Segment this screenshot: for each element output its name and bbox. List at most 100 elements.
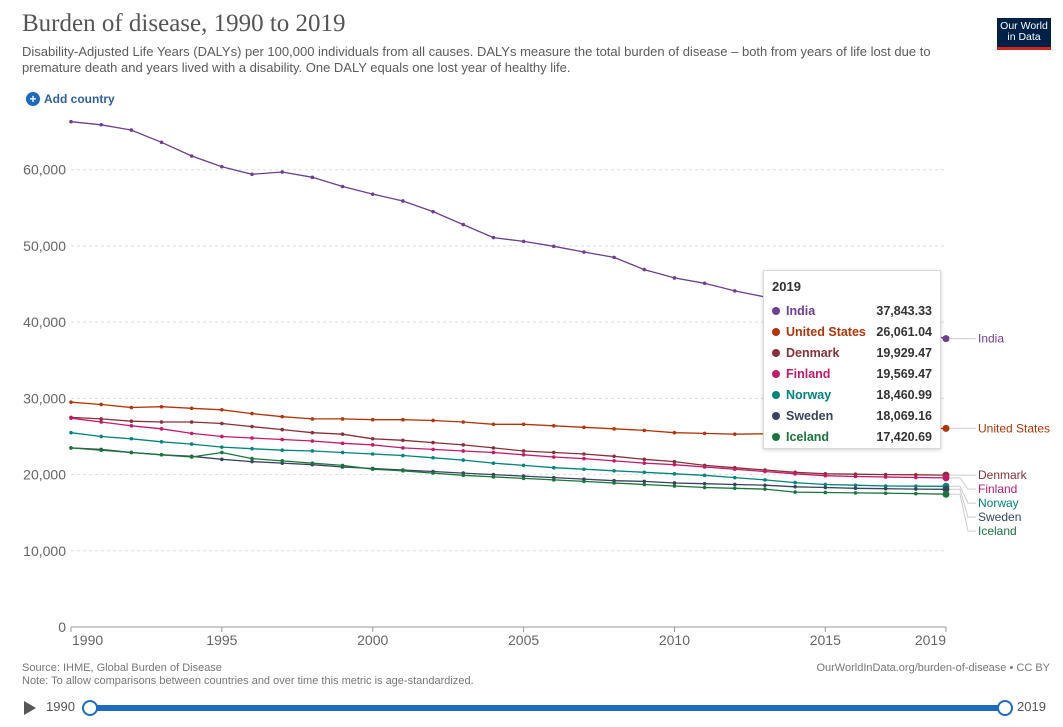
data-point bbox=[672, 481, 677, 485]
y-tick-label: 30,000 bbox=[23, 390, 66, 406]
end-label: Denmark bbox=[978, 468, 1028, 482]
data-point bbox=[370, 443, 375, 447]
data-point bbox=[521, 463, 526, 468]
data-point bbox=[189, 442, 194, 446]
plus-circle-icon: + bbox=[26, 92, 40, 106]
tooltip-value: 17,420.69 bbox=[876, 429, 932, 444]
play-icon[interactable] bbox=[24, 701, 36, 715]
data-point bbox=[491, 475, 496, 479]
data-point bbox=[582, 456, 586, 461]
data-point bbox=[942, 474, 950, 482]
data-point bbox=[914, 475, 918, 480]
data-point bbox=[642, 428, 647, 433]
tooltip-row: Denmark 19,929.47 bbox=[772, 342, 932, 363]
owid-logo[interactable]: Our World in Data bbox=[997, 18, 1051, 50]
x-tick-label: 1990 bbox=[72, 632, 103, 648]
x-tick-label: 1995 bbox=[206, 632, 237, 648]
data-point bbox=[642, 482, 647, 487]
data-point bbox=[521, 452, 526, 457]
timeline-end-handle[interactable] bbox=[997, 700, 1013, 716]
data-point bbox=[250, 424, 254, 429]
data-point bbox=[310, 461, 315, 465]
legend-dot-icon bbox=[772, 432, 780, 441]
series-line-finland bbox=[70, 417, 947, 479]
timeline-track[interactable] bbox=[89, 705, 1005, 711]
tooltip-country: India bbox=[786, 303, 816, 318]
data-point bbox=[280, 459, 285, 463]
timeline-start-label: 1990 bbox=[46, 699, 75, 714]
data-point bbox=[250, 446, 254, 451]
leader-line bbox=[950, 477, 976, 490]
end-label: Norway bbox=[978, 496, 1019, 510]
data-point bbox=[220, 407, 224, 412]
data-point bbox=[642, 267, 647, 272]
source-text[interactable]: Source: IHME, Global Burden of Disease bbox=[22, 662, 222, 674]
data-point bbox=[883, 491, 888, 496]
data-point bbox=[431, 440, 435, 445]
data-point bbox=[491, 235, 496, 240]
data-point bbox=[582, 479, 586, 484]
data-point bbox=[883, 475, 888, 479]
data-point bbox=[491, 450, 496, 455]
tooltip-value: 37,843.33 bbox=[876, 303, 932, 318]
data-point bbox=[702, 465, 707, 469]
data-point bbox=[280, 427, 285, 432]
add-country-button[interactable]: + Add country bbox=[26, 92, 115, 106]
data-point bbox=[823, 473, 828, 478]
data-point bbox=[280, 437, 285, 442]
data-point bbox=[732, 482, 737, 487]
tooltip-value: 26,061.04 bbox=[876, 324, 932, 339]
data-point bbox=[250, 456, 254, 461]
tooltip-value: 19,929.47 bbox=[876, 345, 932, 360]
data-point bbox=[823, 482, 828, 487]
data-point bbox=[159, 140, 164, 145]
data-point bbox=[551, 244, 556, 249]
data-point bbox=[672, 484, 677, 488]
tooltip-country: Denmark bbox=[786, 345, 840, 360]
data-point bbox=[914, 491, 918, 496]
data-point bbox=[189, 455, 194, 459]
data-point bbox=[763, 487, 767, 491]
data-point bbox=[642, 461, 647, 465]
timeline-end-label: 2019 bbox=[1017, 699, 1046, 714]
data-point bbox=[551, 424, 556, 428]
data-point bbox=[431, 209, 435, 214]
tooltip-country: Finland bbox=[786, 366, 831, 381]
series-line-denmark bbox=[70, 416, 947, 476]
y-tick-label: 10,000 bbox=[23, 543, 66, 559]
tooltip-row: United States 26,061.04 bbox=[772, 321, 932, 342]
chart-title: Burden of disease, 1990 to 2019 bbox=[22, 10, 346, 37]
data-point bbox=[401, 438, 405, 443]
data-point bbox=[220, 434, 224, 439]
data-point bbox=[340, 432, 345, 436]
tooltip-value: 19,569.47 bbox=[876, 366, 932, 381]
data-point bbox=[702, 431, 707, 436]
footer-url[interactable]: OurWorldInData.org/burden-of-disease • C… bbox=[816, 662, 1050, 674]
data-point bbox=[189, 406, 194, 411]
end-label: Iceland bbox=[978, 524, 1017, 538]
data-point bbox=[793, 472, 797, 476]
add-country-label: Add country bbox=[44, 92, 115, 106]
data-point bbox=[823, 490, 828, 495]
data-point bbox=[401, 199, 405, 203]
legend-dot-icon bbox=[772, 327, 780, 336]
data-point bbox=[189, 431, 194, 436]
data-point bbox=[582, 250, 586, 254]
data-point bbox=[642, 457, 647, 462]
timeline-start-handle[interactable] bbox=[82, 700, 98, 716]
series-line-iceland bbox=[70, 447, 947, 495]
data-point bbox=[159, 452, 164, 457]
data-point bbox=[129, 128, 134, 132]
x-tick-label: 2005 bbox=[508, 632, 539, 648]
data-point bbox=[461, 449, 466, 453]
data-point bbox=[853, 483, 858, 488]
data-point bbox=[431, 456, 435, 460]
data-point bbox=[793, 484, 797, 489]
data-point bbox=[189, 420, 194, 424]
data-point bbox=[129, 419, 134, 424]
data-point bbox=[883, 484, 888, 488]
tooltip-year: 2019 bbox=[772, 279, 801, 294]
y-tick-label: 20,000 bbox=[23, 467, 66, 483]
data-point bbox=[672, 462, 677, 467]
data-point bbox=[702, 481, 707, 486]
